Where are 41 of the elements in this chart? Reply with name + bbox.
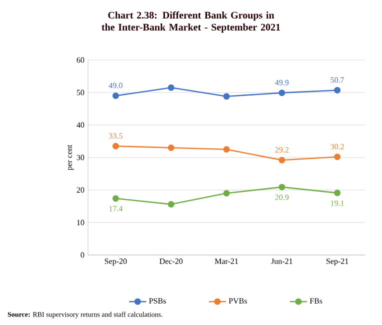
y-tick-label: 60 [76, 57, 84, 63]
y-tick-label: 50 [76, 90, 84, 96]
data-label: 49.0 [108, 82, 122, 88]
data-label: 49.9 [275, 80, 289, 86]
point [112, 142, 119, 150]
legend-label: FBs [310, 298, 322, 304]
data-label: 20.9 [275, 194, 289, 200]
x-tick-label: Sep-21 [326, 258, 348, 266]
point [168, 84, 174, 91]
data-label: 50.7 [330, 77, 344, 83]
data-label: 29.2 [275, 147, 288, 153]
y-tick-label: 20 [76, 187, 84, 193]
point [168, 201, 174, 208]
point [112, 92, 119, 99]
data-label: 33.5 [109, 133, 122, 139]
chart-title: Chart 2.38: Different Bank Groups in the Inter-Bank Market - September 2021 [102, 11, 280, 33]
x-tick-label: Jun-21 [271, 258, 292, 264]
data-label: 17.4 [109, 206, 123, 212]
point [278, 90, 286, 96]
data-label: 19.1 [331, 200, 344, 206]
x-tick-label: Sep-20 [104, 258, 127, 266]
y-tick-label: 30 [76, 154, 84, 160]
legend-label: PSBs [149, 298, 166, 304]
y-tick-label: 40 [76, 122, 84, 128]
point [112, 195, 119, 202]
point [223, 190, 230, 196]
point [168, 144, 174, 152]
point [334, 190, 341, 196]
point [223, 146, 230, 153]
data-label: 30.2 [330, 144, 344, 150]
x-tick-label: Mar-21 [214, 258, 238, 264]
point [223, 93, 230, 100]
legend-label: PVBs [228, 298, 247, 304]
point [278, 184, 286, 190]
point [278, 156, 286, 164]
point [334, 86, 341, 94]
y-tick-label: 10 [77, 220, 84, 226]
y-axis-title: per cent [67, 144, 74, 170]
y-tick-label: 0 [80, 252, 84, 258]
point [334, 154, 341, 160]
x-tick-label: Dec-20 [160, 258, 183, 264]
